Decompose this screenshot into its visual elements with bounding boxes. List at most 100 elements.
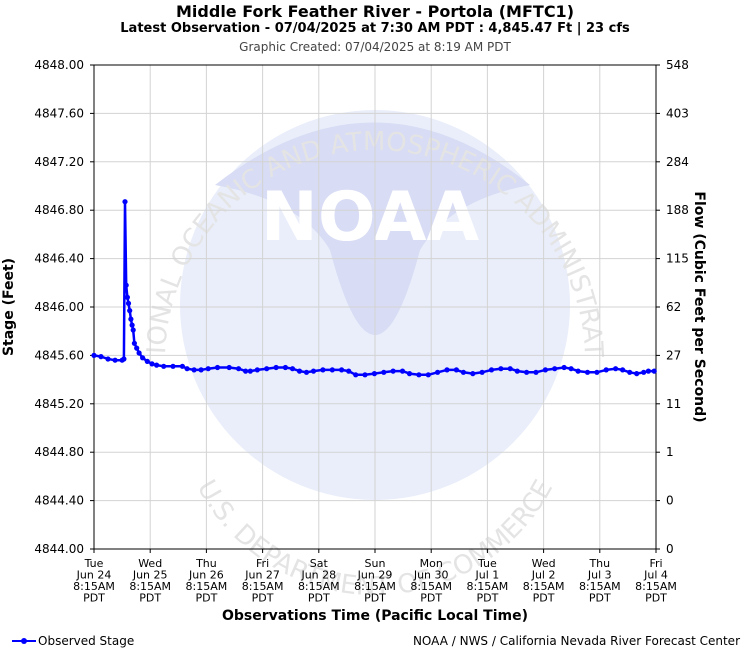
data-point (289, 366, 296, 372)
data-point (435, 369, 441, 375)
data-point (149, 361, 155, 367)
data-point (498, 366, 504, 372)
x-tick-label: Fri Jun 27 8:15AM PDT (242, 557, 284, 605)
data-point (254, 367, 260, 373)
data-point (561, 364, 567, 371)
y-tick-label: 4844.40 (34, 494, 84, 508)
x-tick-label: Sun Jun 29 8:15AM PDT (354, 557, 396, 605)
x-tick-label: Tue Jun 24 8:15AM PDT (73, 557, 115, 605)
chart-title: Middle Fork Feather River - Portola (MFT… (176, 2, 574, 21)
x-tick-label: Thu Jul 3 8:15AM PDT (579, 557, 621, 605)
y2-tick-label: 27 (666, 348, 681, 362)
x-tick-label: Tue Jul 1 8:15AM PDT (467, 557, 509, 605)
x-tick-label: Fri Jul 4 8:15AM PDT (635, 557, 677, 605)
data-point (205, 366, 211, 372)
data-point (507, 366, 513, 372)
data-point (124, 294, 130, 300)
data-point (524, 369, 530, 375)
data-point (154, 362, 160, 368)
data-point (131, 340, 137, 346)
legend-label: Observed Stage (38, 634, 135, 648)
data-point (329, 367, 335, 373)
y2-tick-label: 284 (666, 155, 689, 169)
data-point (296, 368, 303, 374)
data-point (236, 366, 242, 372)
data-point (514, 368, 520, 374)
data-point (641, 369, 647, 375)
data-point (470, 371, 476, 377)
graphic-created: Graphic Created: 07/04/2025 at 8:19 AM P… (239, 40, 511, 54)
x-tick-label: Sat Jun 28 8:15AM PDT (298, 557, 340, 605)
data-point (362, 372, 368, 378)
plot-frame (93, 64, 657, 550)
data-point (128, 316, 134, 322)
data-point (130, 327, 136, 333)
data-point (184, 366, 190, 372)
y-tick-label: 4846.00 (34, 300, 84, 314)
data-point (406, 371, 413, 377)
noaa-watermark: NOAA NATIONAL OCEANIC AND ATMOSPHERIC AD… (0, 0, 608, 602)
y2-tick-label: 0 (666, 494, 674, 508)
data-point (634, 371, 640, 377)
data-point (91, 352, 97, 358)
data-point (479, 369, 485, 375)
data-point (460, 369, 466, 375)
data-point (371, 371, 377, 377)
data-point (127, 308, 133, 314)
data-point (651, 368, 657, 374)
data-point (310, 368, 317, 374)
x-axis-label: Observations Time (Pacific Local Time) (222, 608, 528, 624)
x-tick-label: Mon Jun 30 8:15AM PDT (410, 557, 452, 605)
data-point (140, 355, 146, 361)
latest-observation: Latest Observation - 07/04/2025 at 7:30 … (120, 21, 630, 36)
x-tick-label: Wed Jun 25 8:15AM PDT (129, 557, 171, 605)
data-point (346, 368, 352, 374)
y-tick-label: 4844.80 (34, 445, 84, 459)
data-point (542, 367, 549, 373)
data-point (282, 364, 288, 371)
data-point (144, 358, 150, 364)
y-tick-label: 4846.80 (34, 203, 84, 217)
data-point (627, 369, 633, 375)
y-tick-label: 4846.40 (34, 252, 84, 266)
data-point (214, 364, 221, 371)
data-point (320, 367, 326, 373)
data-point (264, 366, 270, 372)
data-point (123, 282, 129, 288)
watermark-logo: NOAA (261, 178, 480, 257)
data-point (112, 357, 118, 363)
data-point (444, 367, 450, 373)
data-point (122, 199, 128, 205)
data-point (303, 369, 310, 375)
y-tick-label: 4845.60 (34, 348, 84, 362)
data-point (488, 367, 495, 373)
y-tick-label: 4844.00 (34, 542, 84, 556)
data-point (390, 368, 396, 374)
y-tick-label: 4845.20 (34, 397, 84, 411)
data-point (179, 363, 185, 369)
data-point (575, 368, 581, 374)
data-point (121, 356, 127, 362)
y-tick-label: 4847.20 (34, 155, 84, 169)
data-point (136, 350, 142, 356)
data-point (584, 369, 591, 375)
data-point (247, 368, 253, 374)
data-point (613, 366, 619, 372)
data-point (381, 369, 387, 375)
y-axis-label: Stage (Feet) (1, 258, 17, 356)
y2-axis-label: Flow (Cubic Feet per Second) (691, 191, 707, 422)
credit: NOAA / NWS / California Nevada River For… (412, 634, 740, 648)
y2-tick-label: 548 (666, 58, 689, 72)
x-tick-label: Thu Jun 26 8:15AM PDT (186, 557, 228, 605)
data-point (125, 300, 132, 306)
data-point (339, 367, 345, 373)
data-point (620, 367, 626, 373)
data-point (425, 372, 431, 378)
y2-tick-label: 11 (666, 397, 681, 411)
data-point (243, 368, 249, 374)
y-tick-label: 4847.60 (34, 106, 84, 120)
y2-tick-label: 0 (666, 542, 674, 556)
data-point (98, 354, 104, 360)
data-point (226, 364, 232, 371)
